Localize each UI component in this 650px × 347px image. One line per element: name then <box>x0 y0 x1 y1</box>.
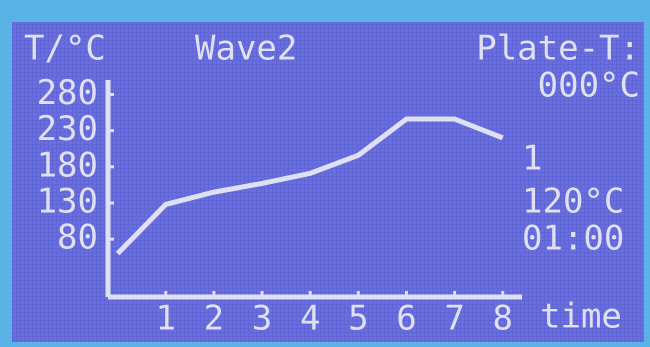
y-tick-label: 80 <box>57 218 98 258</box>
x-tick-label: 8 <box>493 299 513 339</box>
y-tick-label: 280 <box>37 73 98 113</box>
annotation: 000°C <box>538 66 640 106</box>
y-tick-label: 130 <box>37 181 98 221</box>
annotation: 1 <box>522 139 542 179</box>
page: T/°C Wave2 Plate-T: 000°C 1 120°C 01:00 … <box>0 0 650 347</box>
annotation: Plate-T: <box>476 29 640 69</box>
y-tick-label: 230 <box>37 109 98 149</box>
x-tick-label: 7 <box>444 299 464 339</box>
x-tick-label: 6 <box>396 299 416 339</box>
annotation: 01:00 <box>522 219 624 259</box>
y-tick-label: 180 <box>37 145 98 185</box>
x-tick-label: 1 <box>156 299 176 339</box>
y-axis-label: T/°C <box>24 29 106 69</box>
x-tick-label: 4 <box>300 299 320 339</box>
x-tick-label: 3 <box>252 299 272 339</box>
x-tick-label: 2 <box>204 299 224 339</box>
x-axis-label: time <box>540 297 622 337</box>
annotation: 120°C <box>522 182 624 222</box>
chart: T/°C Wave2 Plate-T: 000°C 1 120°C 01:00 … <box>0 0 650 347</box>
chart-title: Wave2 <box>195 29 297 69</box>
x-tick-label: 5 <box>348 299 368 339</box>
